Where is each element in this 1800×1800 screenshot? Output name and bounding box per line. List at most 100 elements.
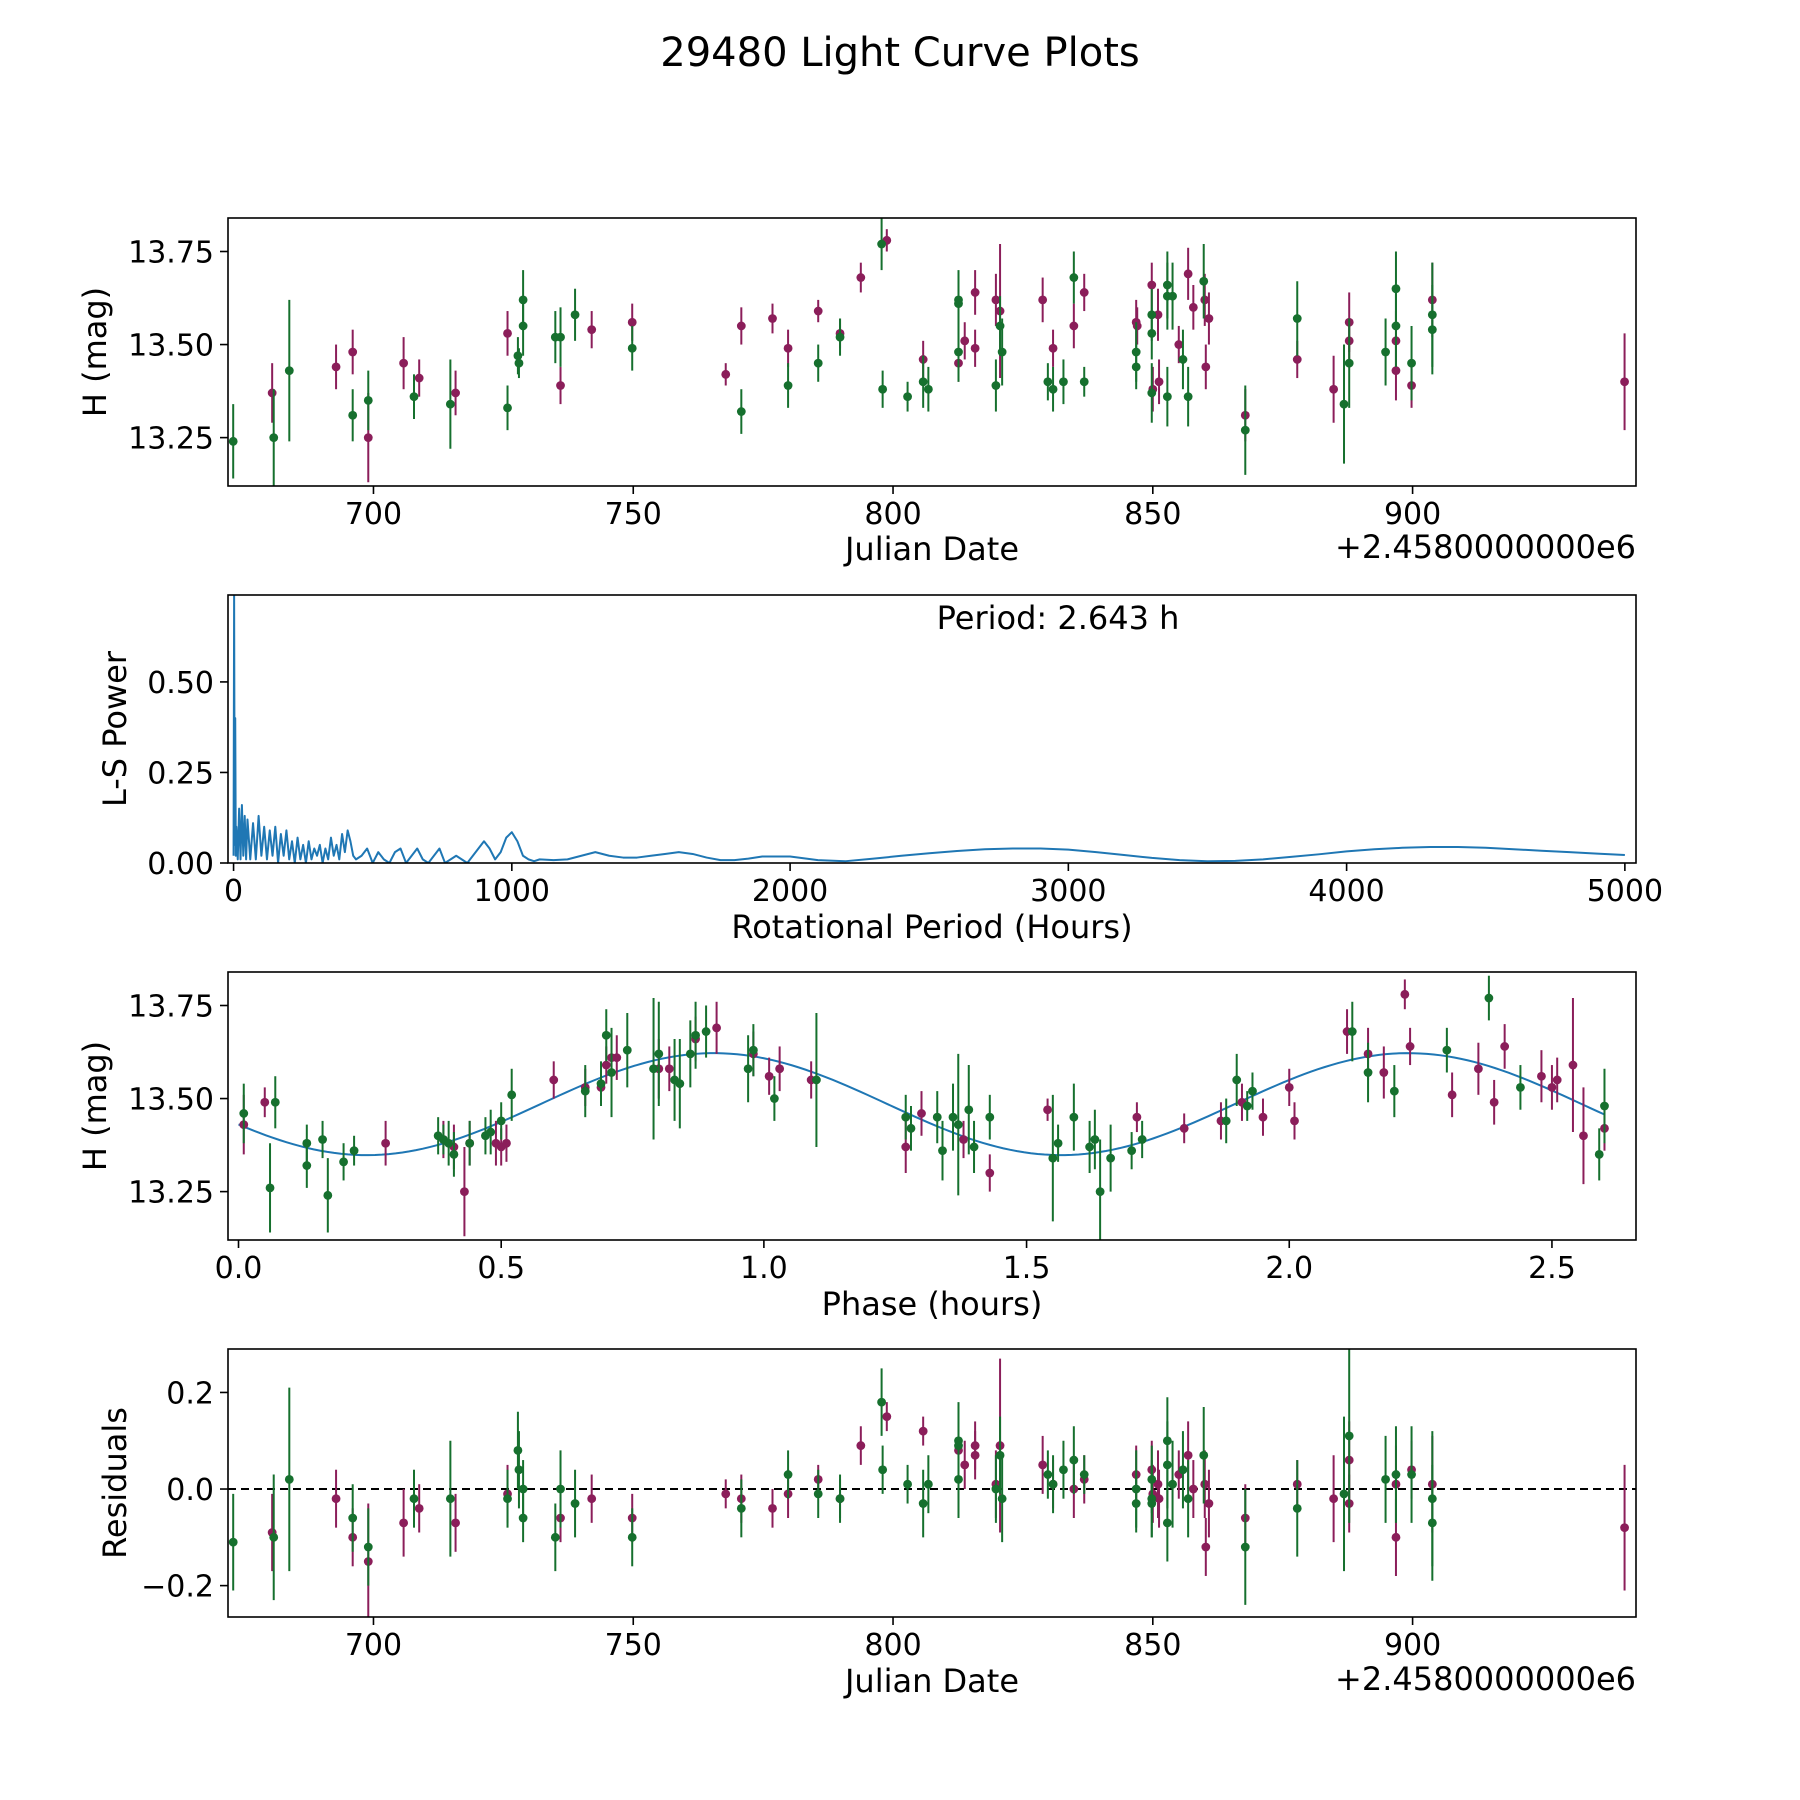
band2-data-point	[995, 321, 1005, 331]
band1-data-point	[1204, 314, 1214, 323]
band2-data-point	[1069, 273, 1079, 282]
band2-data-point	[503, 403, 512, 413]
band2-data-point	[923, 1479, 933, 1489]
band2-data-point	[995, 1450, 1005, 1460]
ytick-label: 13.75	[128, 990, 214, 1025]
band1-data-point	[783, 343, 793, 353]
band2-data-point	[507, 1090, 517, 1100]
band1-data-point	[1620, 377, 1629, 387]
ytick-label: 13.75	[128, 236, 214, 271]
band2-data-point	[1199, 1450, 1209, 1460]
band2-data-point	[1069, 1112, 1079, 1122]
band1-data-point	[502, 1138, 511, 1148]
band1-data-point	[856, 1441, 866, 1450]
band1-data-point	[985, 1168, 995, 1178]
band2-data-point	[348, 1513, 358, 1523]
band1-data-point	[1290, 1116, 1299, 1126]
band2-data-point	[878, 1465, 888, 1475]
band1-data-point	[960, 1460, 970, 1470]
xtick-label: 2.5	[1528, 1251, 1576, 1286]
band1-data-point	[970, 288, 980, 297]
band2-data-point	[1594, 1149, 1604, 1159]
band2-data-point	[496, 1116, 506, 1126]
band2-data-point	[1059, 1465, 1068, 1475]
xtick-label: 750	[605, 497, 662, 532]
band2-data-point	[654, 1049, 664, 1059]
band1-data-point	[764, 1071, 774, 1081]
band1-data-point	[959, 1135, 968, 1144]
ytick-label: 0.50	[147, 666, 214, 701]
band2-data-point	[1232, 1075, 1242, 1085]
ytick-label: 0.2	[166, 1376, 214, 1411]
band1-data-point	[1500, 1042, 1510, 1051]
band2-data-point	[1344, 1431, 1354, 1441]
phased-xlabel: Phase (hours)	[822, 1285, 1043, 1323]
band1-data-point	[1153, 310, 1163, 320]
band1-data-point	[1379, 1068, 1389, 1077]
band1-data-point	[1201, 362, 1211, 372]
band2-data-point	[1131, 362, 1141, 372]
xtick-label: 1000	[474, 874, 550, 909]
band2-data-point	[1043, 377, 1053, 387]
band2-data-point	[736, 407, 746, 416]
band1-data-point	[1537, 1071, 1546, 1081]
xtick-label: 750	[605, 1628, 662, 1663]
band2-data-point	[318, 1135, 327, 1144]
band1-data-point	[960, 336, 970, 346]
band2-data-point	[969, 1142, 979, 1152]
band2-data-point	[445, 1494, 455, 1504]
band2-data-point	[649, 1064, 658, 1074]
band1-data-point	[1204, 1499, 1214, 1508]
band2-data-point	[1242, 1101, 1252, 1111]
phased-ylabel: H (mag)	[76, 1041, 114, 1171]
period-annotation: Period: 2.643 h	[937, 599, 1180, 637]
band1-data-point	[1179, 1123, 1189, 1133]
band1-data-point	[1188, 302, 1198, 312]
band2-data-point	[1168, 1479, 1177, 1489]
band1-data-point	[1153, 1479, 1163, 1489]
band2-data-point	[923, 384, 933, 394]
band2-data-point	[783, 1470, 793, 1479]
band1-data-point	[1258, 1112, 1268, 1122]
xtick-label: 800	[864, 497, 921, 532]
band2-data-point	[409, 392, 419, 402]
band2-data-point	[514, 358, 524, 368]
band2-data-point	[284, 1474, 294, 1484]
band2-data-point	[878, 384, 888, 394]
band2-data-point	[518, 1484, 528, 1494]
band2-data-point	[1442, 1045, 1452, 1055]
band2-data-point	[228, 1537, 238, 1547]
band2-data-point	[701, 1027, 711, 1036]
band1-data-point	[363, 433, 373, 443]
band2-data-point	[1147, 388, 1157, 398]
band1-data-point	[813, 306, 823, 316]
band2-data-point	[997, 347, 1007, 357]
band2-data-point	[877, 1397, 887, 1407]
band1-data-point	[1391, 1532, 1401, 1542]
band1-data-point	[260, 1097, 270, 1107]
band1-data-point	[348, 347, 358, 357]
band1-data-point	[1147, 280, 1157, 290]
band2-data-point	[918, 1499, 928, 1508]
band2-data-point	[622, 1045, 632, 1055]
band2-data-point	[323, 1190, 333, 1200]
band2-data-point	[1162, 280, 1172, 290]
ytick-label: 13.50	[128, 1083, 214, 1118]
band1-data-point	[1579, 1131, 1588, 1141]
band2-data-point	[627, 343, 637, 353]
band2-data-point	[1069, 1455, 1079, 1465]
band2-data-point	[1292, 1503, 1302, 1513]
band2-data-point	[1079, 377, 1089, 387]
xtick-label: 850	[1124, 1628, 1181, 1663]
band2-data-point	[1183, 392, 1193, 402]
band2-data-point	[997, 1494, 1007, 1504]
lightcurve-x-offset: +2.4580000000e6	[1335, 528, 1636, 566]
band1-data-point	[1183, 1450, 1193, 1460]
band2-data-point	[903, 392, 912, 402]
phased-panel: 0.0 0.5 1.0 1.5 2.0 2.5 13.25 13.50 13.75 Phase …	[76, 971, 1637, 1323]
residuals-x-offset: +2.4580000000e6	[1335, 1660, 1636, 1698]
band2-data-point	[518, 1513, 528, 1523]
band1-data-point	[1620, 1523, 1629, 1533]
band2-data-point	[835, 332, 845, 342]
band1-data-point	[414, 1503, 424, 1513]
